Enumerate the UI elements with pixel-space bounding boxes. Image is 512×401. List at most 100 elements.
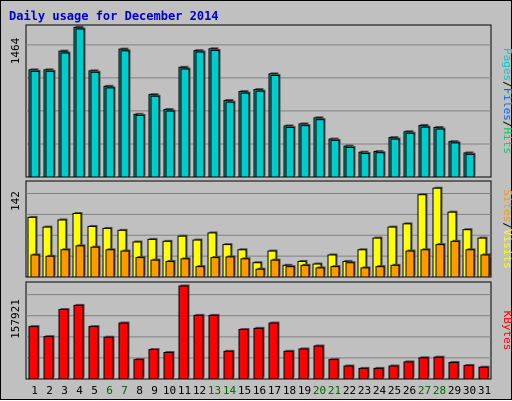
legend-entry: Pages (501, 48, 512, 81)
kbytes-bar (298, 348, 309, 380)
pages-bar (60, 52, 70, 178)
pages-bar (225, 101, 235, 178)
kbytes-bar (43, 336, 54, 380)
legend-entry: / (501, 121, 512, 128)
pages-bar (120, 50, 130, 178)
pages-bar (30, 70, 40, 178)
kbytes-bar (283, 350, 294, 380)
sites-bar (435, 244, 445, 278)
kbytes-bar (58, 309, 69, 380)
sites-bar (360, 267, 370, 278)
x-tick-label: 6 (106, 384, 113, 397)
kbytes-bar (313, 345, 324, 380)
x-tick-label: 22 (343, 384, 356, 397)
x-tick-label: 13 (208, 384, 221, 397)
pages-bar (255, 90, 265, 178)
legend-entry: / (501, 81, 512, 88)
sites-bar (330, 266, 340, 278)
pages-bar (450, 142, 460, 178)
pages-bar (375, 152, 385, 178)
sites-bar (120, 250, 130, 278)
kbytes-bar (223, 350, 234, 380)
x-tick-label: 2 (46, 384, 53, 397)
kbytes-bar (193, 314, 204, 380)
pages-bar (45, 70, 55, 178)
x-tick-label: 17 (268, 384, 281, 397)
x-tick-label: 26 (403, 384, 416, 397)
kbytes-bar (478, 366, 489, 380)
x-tick-label: 28 (433, 384, 446, 397)
sites-bar (135, 257, 145, 278)
sites-bar (315, 267, 325, 278)
pages-bar (150, 95, 160, 178)
kbytes-bar (343, 365, 354, 380)
sites-bar (165, 260, 175, 278)
x-tick-label: 8 (136, 384, 143, 397)
sites-bar (30, 254, 40, 278)
sites-bar (105, 249, 115, 278)
sites-bar (240, 258, 250, 278)
kbytes-bar (118, 322, 129, 380)
x-tick-label: 23 (358, 384, 371, 397)
x-tick-label: 31 (478, 384, 491, 397)
y-max-label: 157921 (9, 299, 22, 339)
pages-bar (240, 92, 250, 178)
pages-bar (300, 125, 310, 178)
sites-bar (75, 245, 85, 278)
pages-bar (330, 139, 340, 178)
pages-bar (195, 51, 205, 178)
legend-entry: Hits (501, 128, 512, 155)
x-tick-label: 16 (253, 384, 266, 397)
x-tick-label: 10 (163, 384, 176, 397)
y-max-label: 142 (9, 191, 22, 211)
kbytes-bar (328, 359, 339, 380)
kbytes-bar (253, 327, 264, 380)
pages-bar (390, 138, 400, 178)
kbytes-bar (448, 362, 459, 380)
sites-bar (480, 254, 490, 278)
sites-bar (90, 246, 100, 278)
sites-bar (300, 264, 310, 278)
kbytes-bar (133, 359, 144, 380)
pages-bar (180, 68, 190, 178)
kbytes-bar (463, 364, 474, 380)
x-tick-label: 27 (418, 384, 431, 397)
sites-bar (210, 257, 220, 278)
kbytes-bar (388, 365, 399, 380)
kbytes-bar (238, 329, 249, 380)
pages-bar (345, 146, 355, 178)
kbytes-bar (418, 357, 429, 380)
sites-bar (285, 266, 295, 278)
kbytes-bar (28, 326, 39, 380)
legend-entry: Visits (501, 229, 512, 269)
legend-entry: / (501, 222, 512, 229)
pages-bar (315, 119, 325, 178)
x-tick-label: 3 (61, 384, 68, 397)
sites-bar (405, 250, 415, 278)
x-tick-label: 7 (121, 384, 128, 397)
sites-bar (225, 256, 235, 278)
pages-bar (270, 75, 280, 178)
kbytes-bar (163, 351, 174, 380)
sites-bar (150, 259, 160, 278)
sites-bar (465, 249, 475, 278)
kbytes-bar (403, 361, 414, 380)
sites-bar (180, 258, 190, 278)
pages-bar (165, 110, 175, 178)
kbytes-bar (178, 285, 189, 380)
legend-entry: Sites (501, 189, 512, 222)
panel-2: 142 Sites/Visits (9, 180, 512, 278)
x-axis: 1 2 3 4 5 6 7 8 9 10 11 12 13 14 15 16 17 18 19 20 21 22 23 24 2… (31, 384, 491, 397)
legend-entry: KBytes (501, 311, 512, 351)
x-tick-label: 18 (283, 384, 296, 397)
legend-panel-3: KBytes (501, 311, 512, 351)
pages-bar (465, 153, 475, 178)
x-tick-label: 14 (223, 384, 237, 397)
kbytes-bar (268, 322, 279, 380)
pages-bar (405, 132, 415, 178)
sites-bar (60, 249, 70, 278)
x-tick-label: 4 (76, 384, 83, 397)
panel-3: 157921 KBytes (9, 281, 512, 380)
